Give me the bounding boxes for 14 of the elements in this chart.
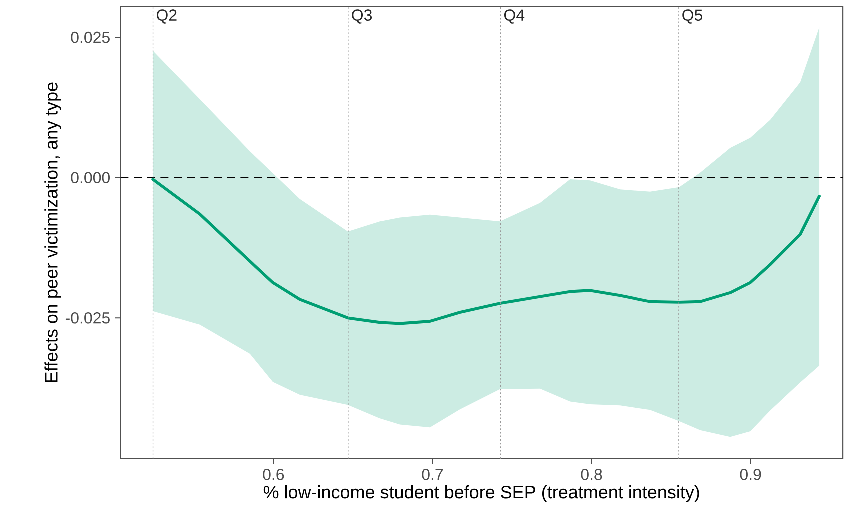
ref-line-label: Q4: [504, 10, 525, 24]
ref-line-label: Q2: [156, 10, 177, 24]
x-tick-label: 0.7: [422, 469, 444, 480]
x-tick-label: 0.8: [581, 469, 602, 480]
y-tick-label: 0.000: [71, 172, 110, 184]
x-tick-label: 0.9: [740, 469, 762, 480]
y-tick-label: 0.025: [71, 32, 110, 44]
y-axis-title: Effects on peer victimization, any type: [44, 82, 62, 382]
ref-line-label: Q3: [352, 10, 372, 24]
x-axis-title: % low-income student before SEP (treatment intensity): [264, 486, 700, 502]
y-tick-label: -0.025: [66, 312, 110, 324]
ref-line-label: Q5: [682, 10, 703, 24]
x-tick-label: 0.6: [263, 469, 284, 480]
line-series: [152, 178, 821, 326]
